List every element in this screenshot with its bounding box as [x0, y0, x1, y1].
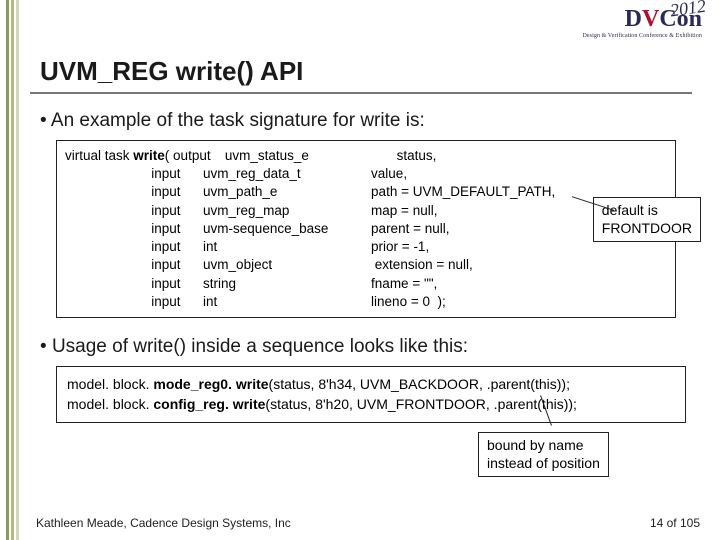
usage-line-1: model. block. mode_reg0. write(status, 8…	[67, 375, 675, 395]
code-usage-box: model. block. mode_reg0. write(status, 8…	[56, 366, 686, 423]
title-underline	[30, 92, 692, 94]
code-line: input uvm_object extension = null,	[65, 256, 667, 274]
callout-line1: default is	[602, 202, 692, 220]
slide-title: UVM_REG write() API	[40, 56, 303, 87]
callout-line2: FRONTDOOR	[602, 220, 692, 238]
bar-1	[6, 0, 9, 540]
callout2-line2: instead of position	[487, 455, 600, 473]
conference-logo: 2012 DVCon Design & Verification Confere…	[582, 6, 702, 39]
slide-content: An example of the task signature for wri…	[40, 110, 700, 423]
usage-line-2: model. block. config_reg. write(status, …	[67, 395, 675, 415]
callout-frontdoor: default is FRONTDOOR	[593, 197, 701, 242]
bullet-2: Usage of write() inside a sequence looks…	[40, 336, 700, 358]
code-line: input uvm_reg_mapmap = null,	[65, 202, 667, 220]
bar-2	[11, 0, 14, 540]
callout2-line1: bound by name	[487, 437, 600, 455]
footer-page: 14 of 105	[650, 516, 700, 530]
callout-bound-by-name: bound by name instead of position	[478, 432, 609, 477]
code-line: input stringfname = "",	[65, 275, 667, 293]
logo-subtitle: Design & Verification Conference & Exhib…	[582, 33, 702, 39]
code-line: virtual task write( output uvm_status_e …	[65, 147, 667, 165]
code-line: input uvm-sequence_baseparent = null,	[65, 220, 667, 238]
bullet-1: An example of the task signature for wri…	[40, 110, 700, 132]
code-line: input intprior = -1,	[65, 238, 667, 256]
bar-3	[16, 0, 19, 540]
left-accent-bars	[0, 0, 24, 540]
code-signature-box: virtual task write( output uvm_status_e …	[56, 140, 676, 318]
code-line: input uvm_reg_data_tvalue,	[65, 165, 667, 183]
code-line: input intlineno = 0 );	[65, 293, 667, 311]
footer-author: Kathleen Meade, Cadence Design Systems, …	[36, 516, 291, 530]
